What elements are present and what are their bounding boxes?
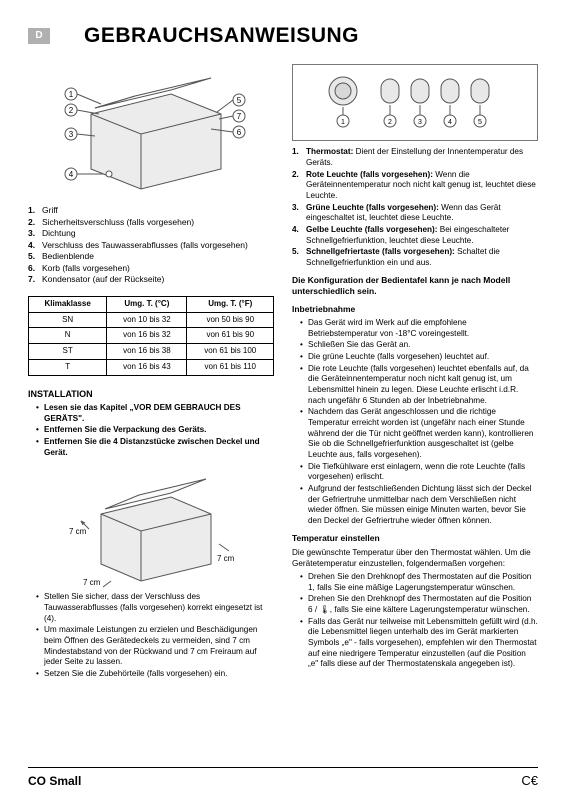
list-item: Schließen Sie das Gerät an.	[300, 340, 538, 351]
right-column: 1 2 3 4 5 1.Thermostat: Dient der Einste…	[292, 64, 538, 680]
table-row: SNvon 10 bis 32von 50 bis 90	[29, 312, 274, 328]
page-title: GEBRAUCHSANWEISUNG	[84, 22, 359, 50]
svg-text:4: 4	[448, 119, 452, 126]
table-header-cell: Umg. T. (°F)	[187, 296, 274, 312]
list-item: Um maximale Leistungen zu erzielen und B…	[36, 625, 274, 668]
panel-list-item: 5.Schnellgefriertaste (falls vorgesehen)…	[292, 247, 538, 268]
config-note: Die Konfiguration der Bedientafel kann j…	[292, 275, 538, 298]
page-footer: CO Small C€	[28, 767, 538, 790]
ce-mark: C€	[521, 772, 538, 790]
page-header: D GEBRAUCHSANWEISUNG	[28, 22, 538, 50]
svg-text:2: 2	[69, 106, 74, 115]
temperature-intro: Die gewünschte Temperatur über den Therm…	[292, 547, 538, 569]
list-item: Lesen sie das Kapitel „VOR DEM GEBRAUCH …	[36, 403, 274, 424]
svg-text:3: 3	[69, 130, 74, 139]
temperature-list: Drehen Sie den Drehknopf des Thermostate…	[292, 572, 538, 670]
installation-list-after: Stellen Sie sicher, dass der Verschluss …	[28, 592, 274, 679]
list-item: Nachdem das Gerät angeschlossen und die …	[300, 407, 538, 460]
table-cell: von 16 bis 38	[107, 344, 187, 360]
parts-list-item: 5.Bedienblende	[28, 251, 274, 262]
svg-text:1: 1	[69, 90, 74, 99]
language-badge: D	[28, 28, 50, 44]
installation-heading: INSTALLATION	[28, 388, 274, 400]
panel-list-item: 2.Rote Leuchte (falls vorgesehen): Wenn …	[292, 170, 538, 202]
table-header-cell: Umg. T. (°C)	[107, 296, 187, 312]
svg-text:7 cm: 7 cm	[83, 578, 101, 587]
list-item: Drehen Sie den Drehknopf des Thermostate…	[300, 594, 538, 615]
table-cell: von 16 bis 43	[107, 359, 187, 375]
svg-text:4: 4	[69, 170, 74, 179]
freezer-diagram: 1 2 3 4 5 7 6	[28, 64, 274, 197]
panel-list-item: 3.Grüne Leuchte (falls vorgesehen): Wenn…	[292, 203, 538, 224]
panel-list-item: 1.Thermostat: Dient der Einstellung der …	[292, 147, 538, 168]
table-header-row: KlimaklasseUmg. T. (°C)Umg. T. (°F)	[29, 296, 274, 312]
temperature-heading: Temperatur einstellen	[292, 533, 538, 544]
startup-list: Das Gerät wird im Werk auf die empfohlen…	[292, 318, 538, 526]
list-item: Das Gerät wird im Werk auf die empfohlen…	[300, 318, 538, 339]
svg-text:7 cm: 7 cm	[217, 554, 235, 563]
table-cell: von 61 bis 100	[187, 344, 274, 360]
table-cell: von 16 bis 32	[107, 328, 187, 344]
table-row: Nvon 16 bis 32von 61 bis 90	[29, 328, 274, 344]
freezer-parts-list: 1.Griff2.Sicherheitsverschluss (falls vo…	[28, 205, 274, 285]
parts-list-item: 7.Kondensator (auf der Rückseite)	[28, 274, 274, 285]
table-cell: von 61 bis 110	[187, 359, 274, 375]
svg-text:3: 3	[418, 119, 422, 126]
svg-text:1: 1	[341, 119, 345, 126]
list-item: Setzen Sie die Zubehörteile (falls vorge…	[36, 669, 274, 680]
table-cell: von 10 bis 32	[107, 312, 187, 328]
list-item: Aufgrund der festschließenden Dichtung l…	[300, 484, 538, 527]
startup-heading: Inbetriebnahme	[292, 304, 538, 315]
left-column: 1 2 3 4 5 7 6	[28, 64, 274, 680]
list-item: Drehen Sie den Drehknopf des Thermostate…	[300, 572, 538, 593]
svg-text:7: 7	[237, 112, 242, 121]
list-item: Die Tiefkühlware erst einlagern, wenn di…	[300, 462, 538, 483]
list-item: Stellen Sie sicher, dass der Verschluss …	[36, 592, 274, 624]
installation-list-top: Lesen sie das Kapitel „VOR DEM GEBRAUCH …	[28, 403, 274, 458]
control-panel-list: 1.Thermostat: Dient der Einstellung der …	[292, 147, 538, 268]
svg-text:2: 2	[388, 119, 392, 126]
list-item: Falls das Gerät nur teilweise mit Lebens…	[300, 617, 538, 670]
table-cell: N	[29, 328, 107, 344]
svg-text:5: 5	[237, 96, 242, 105]
parts-list-item: 2.Sicherheitsverschluss (falls vorgesehe…	[28, 217, 274, 228]
parts-list-item: 1.Griff	[28, 205, 274, 216]
panel-list-item: 4.Gelbe Leuchte (falls vorgesehen): Bei …	[292, 225, 538, 246]
clearance-diagram: 7 cm 7 cm 7 cm	[28, 459, 274, 592]
list-item: Entfernen Sie die 4 Distanzstücke zwisch…	[36, 437, 274, 458]
table-cell: T	[29, 359, 107, 375]
parts-list-item: 6.Korb (falls vorgesehen)	[28, 263, 274, 274]
table-cell: ST	[29, 344, 107, 360]
model-name: CO Small	[28, 773, 81, 789]
table-row: Tvon 16 bis 43von 61 bis 110	[29, 359, 274, 375]
table-header-cell: Klimaklasse	[29, 296, 107, 312]
table-row: STvon 16 bis 38von 61 bis 100	[29, 344, 274, 360]
control-panel-diagram: 1 2 3 4 5	[292, 64, 538, 141]
climate-table: KlimaklasseUmg. T. (°C)Umg. T. (°F) SNvo…	[28, 296, 274, 376]
list-item: Entfernen Sie die Verpackung des Geräts.	[36, 425, 274, 436]
table-cell: SN	[29, 312, 107, 328]
content-columns: 1 2 3 4 5 7 6	[28, 64, 538, 680]
clearance-label: 7 cm	[69, 527, 87, 536]
svg-text:6: 6	[237, 128, 242, 137]
table-cell: von 50 bis 90	[187, 312, 274, 328]
list-item: Die rote Leuchte (falls vorgesehen) leuc…	[300, 364, 538, 407]
list-item: Die grüne Leuchte (falls vorgesehen) leu…	[300, 352, 538, 363]
parts-list-item: 4.Verschluss des Tauwasserabflusses (fal…	[28, 240, 274, 251]
parts-list-item: 3.Dichtung	[28, 228, 274, 239]
table-cell: von 61 bis 90	[187, 328, 274, 344]
svg-text:5: 5	[478, 119, 482, 126]
